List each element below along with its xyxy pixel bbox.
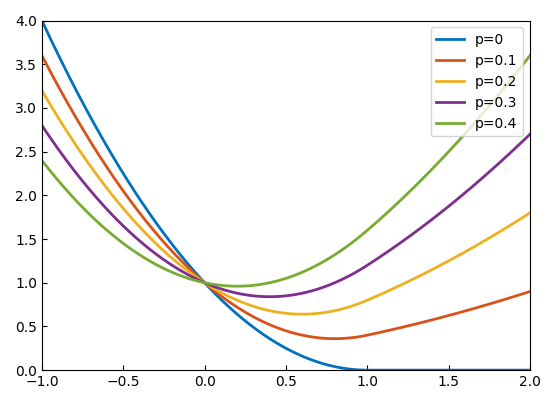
- p=0.4: [527, 53, 533, 58]
- p=0.3: [513, 145, 519, 150]
- p=0.4: [63, 188, 70, 193]
- p=0.4: [38, 158, 45, 163]
- p=0.3: [38, 123, 45, 128]
- p=0.1: [423, 319, 430, 324]
- p=0.3: [263, 294, 270, 299]
- Line: p=0.1: p=0.1: [42, 55, 530, 339]
- p=0: [423, 368, 430, 372]
- p=0: [276, 342, 282, 347]
- Line: p=0.2: p=0.2: [42, 90, 530, 314]
- p=0: [513, 368, 519, 372]
- p=0.2: [276, 310, 282, 315]
- p=0.4: [423, 173, 430, 177]
- p=0: [38, 18, 45, 23]
- p=0.2: [527, 210, 533, 215]
- p=0.4: [234, 284, 241, 288]
- p=0.3: [513, 145, 519, 150]
- p=0.1: [331, 336, 338, 341]
- p=0.2: [299, 312, 306, 317]
- Line: p=0.3: p=0.3: [42, 125, 530, 297]
- p=0: [364, 368, 371, 372]
- p=0.1: [263, 321, 270, 326]
- p=0.1: [276, 326, 282, 331]
- p=0: [63, 69, 70, 74]
- p=0.2: [513, 219, 519, 224]
- p=0.2: [423, 270, 430, 275]
- p=0: [263, 334, 270, 339]
- p=0: [527, 368, 533, 372]
- p=0.4: [513, 71, 519, 76]
- p=0.2: [513, 219, 519, 224]
- p=0: [513, 368, 519, 372]
- p=0.3: [527, 132, 533, 137]
- p=0.1: [63, 99, 70, 104]
- Line: p=0: p=0: [42, 21, 530, 370]
- Legend: p=0, p=0.1, p=0.2, p=0.3, p=0.4: p=0, p=0.1, p=0.2, p=0.3, p=0.4: [430, 27, 523, 136]
- Line: p=0.4: p=0.4: [42, 55, 530, 286]
- p=0.2: [263, 307, 270, 312]
- p=0.3: [266, 294, 273, 299]
- p=0.4: [513, 71, 519, 76]
- p=0.3: [63, 158, 70, 163]
- p=0.1: [513, 294, 519, 299]
- p=0.2: [38, 88, 45, 93]
- p=0.4: [276, 278, 283, 283]
- p=0.1: [38, 53, 45, 58]
- p=0.1: [527, 289, 533, 294]
- p=0.1: [513, 293, 519, 298]
- p=0.4: [263, 281, 270, 286]
- p=0.3: [423, 221, 430, 226]
- p=0.2: [63, 129, 70, 134]
- p=0.3: [276, 294, 283, 299]
